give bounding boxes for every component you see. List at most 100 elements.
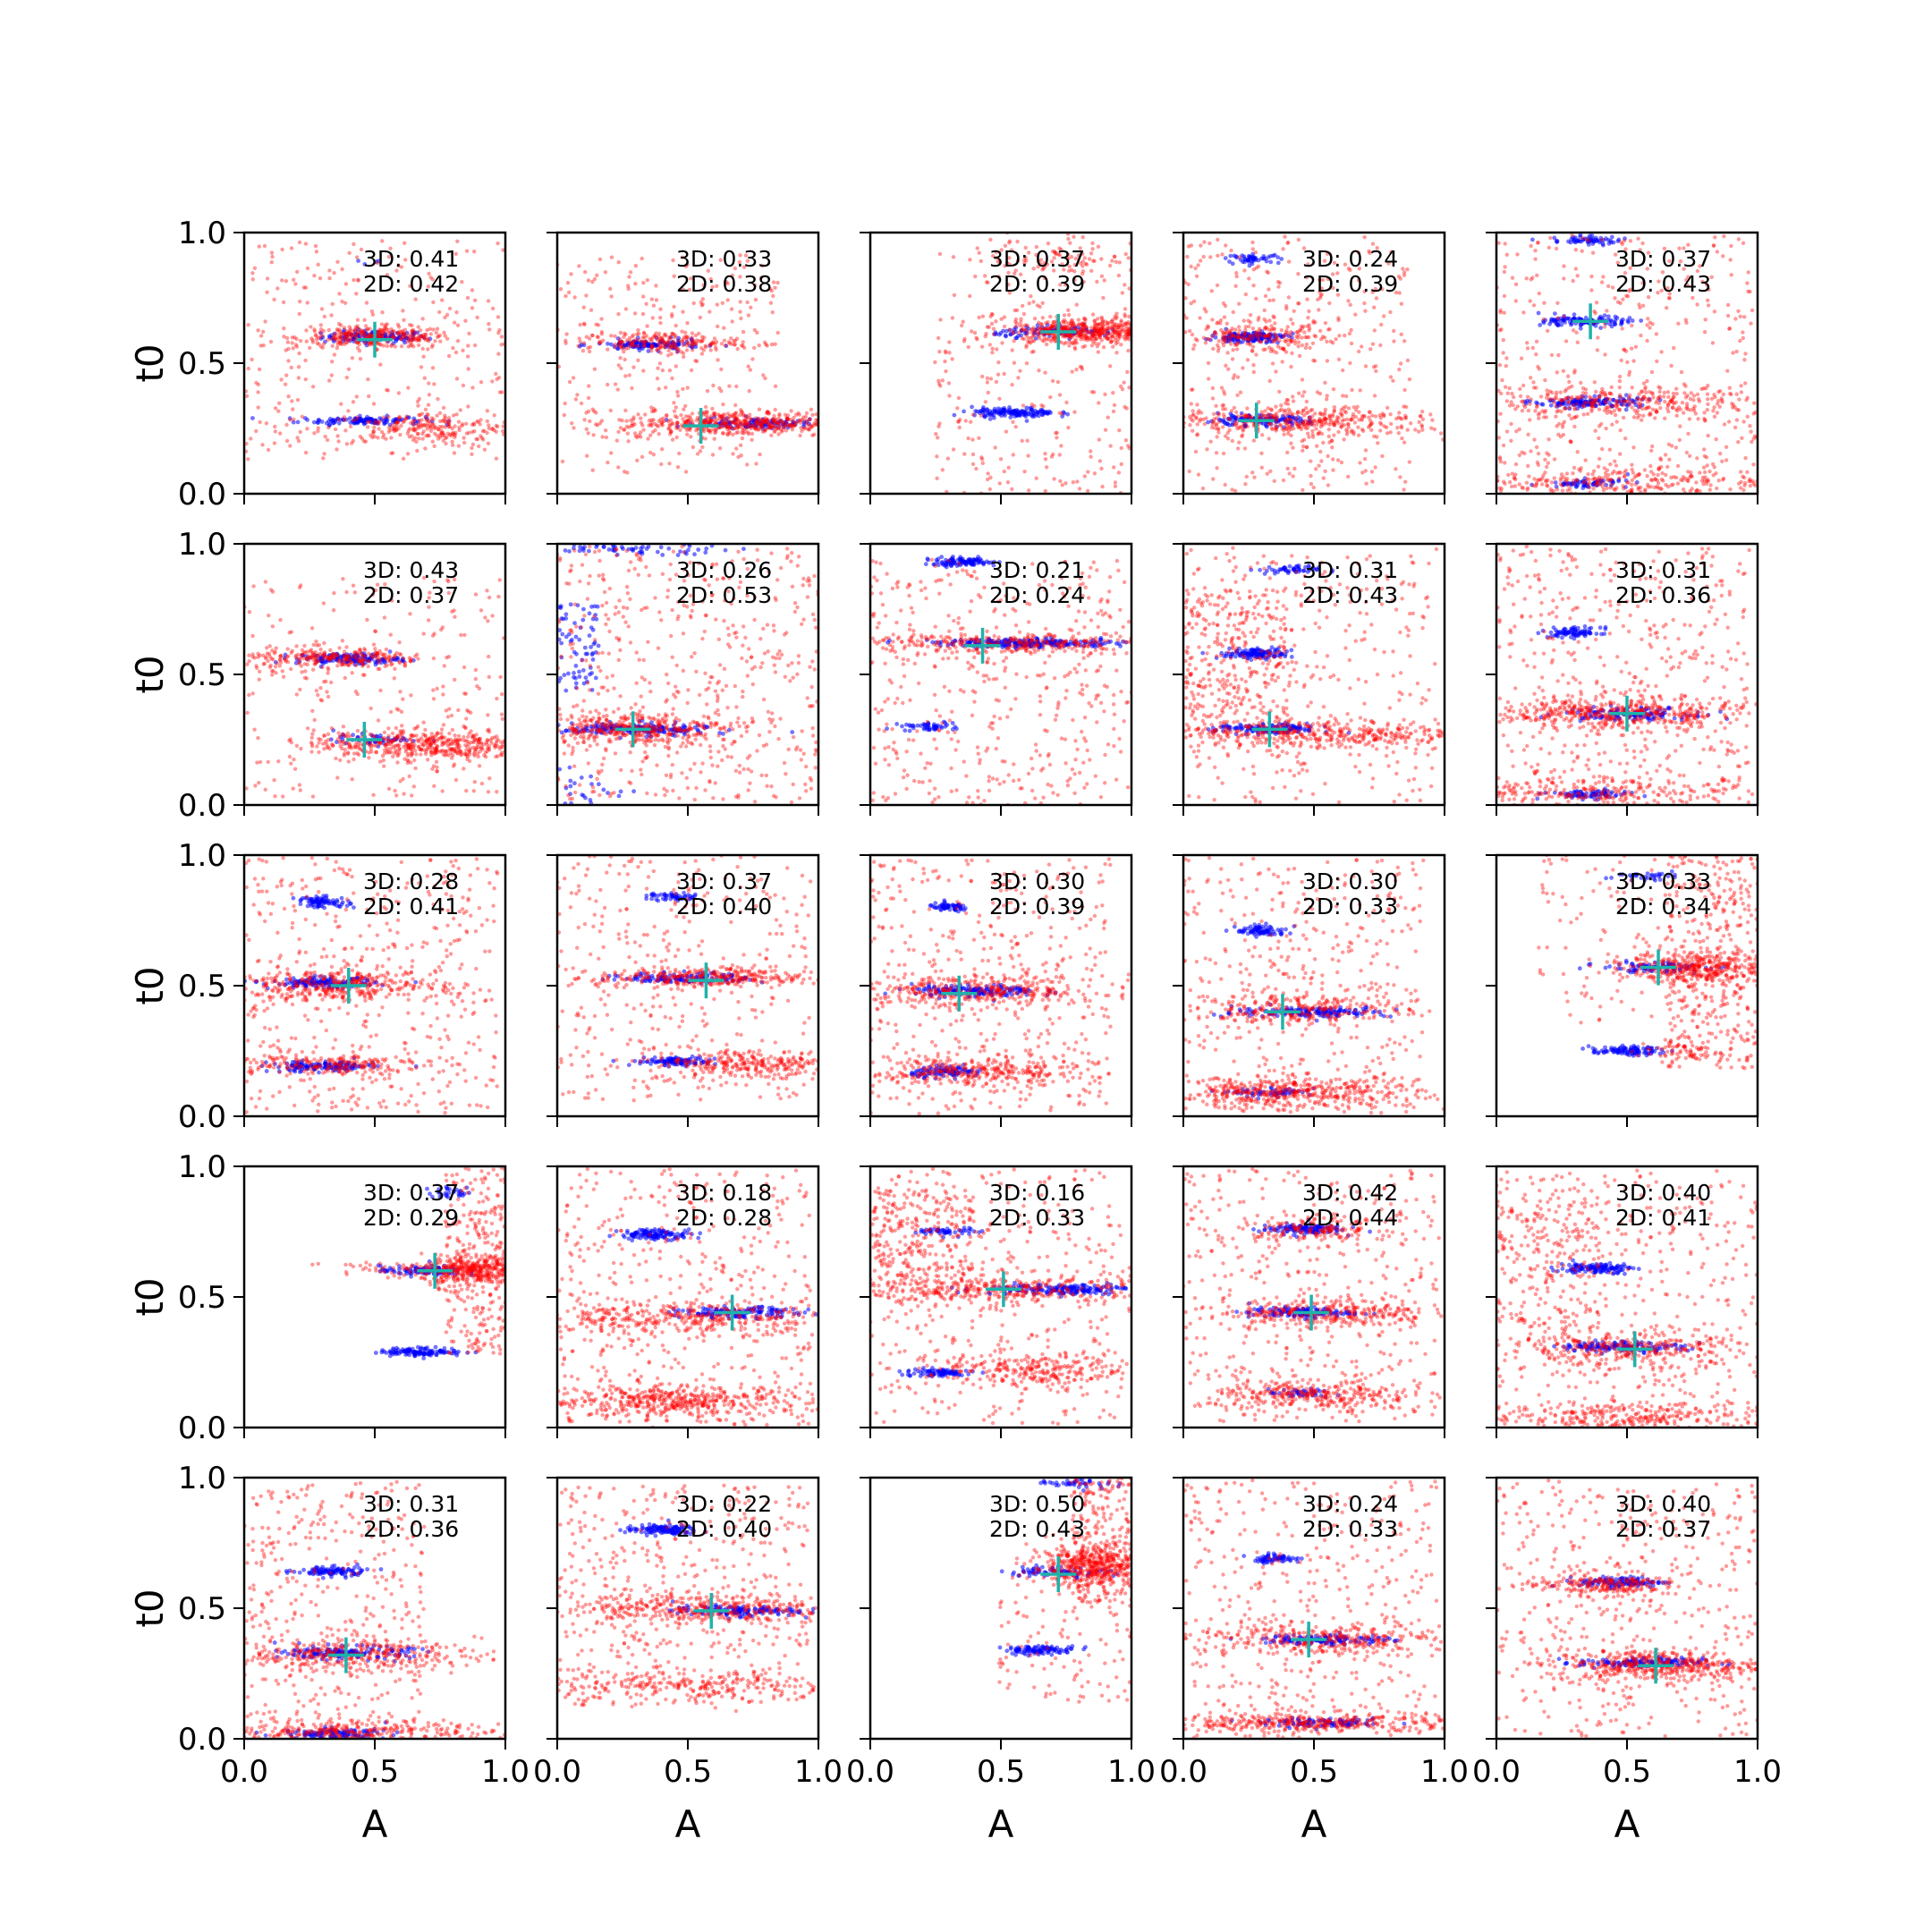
red-point — [451, 430, 455, 436]
red-point — [653, 333, 657, 338]
red-point — [1214, 403, 1218, 408]
red-point — [1258, 415, 1263, 419]
red-point — [1284, 421, 1289, 426]
red-point — [710, 419, 715, 423]
red-point — [452, 432, 456, 436]
red-point — [386, 415, 391, 419]
red-point — [1110, 326, 1114, 330]
red-point — [1651, 395, 1656, 400]
red-point — [1399, 426, 1404, 430]
red-point — [462, 440, 467, 445]
red-point — [1693, 411, 1699, 416]
red-point — [727, 426, 732, 430]
red-point — [422, 335, 427, 340]
red-point — [1096, 333, 1100, 337]
red-point — [1336, 429, 1341, 435]
red-point — [786, 423, 791, 428]
red-point — [1050, 249, 1055, 254]
red-point — [321, 456, 326, 461]
red-point — [637, 337, 641, 343]
blue-point — [250, 416, 255, 420]
red-point — [639, 420, 644, 425]
red-point — [1221, 343, 1226, 348]
blue-point — [1627, 316, 1632, 320]
red-point — [414, 338, 419, 343]
red-point — [1126, 332, 1131, 336]
red-point — [1303, 335, 1308, 340]
red-point — [766, 422, 771, 427]
red-point — [422, 376, 427, 380]
red-point — [450, 439, 454, 444]
red-point — [669, 352, 674, 356]
red-point — [1040, 333, 1046, 337]
red-point — [450, 426, 454, 431]
red-point — [479, 380, 484, 385]
red-point — [443, 413, 447, 418]
red-point — [613, 334, 617, 339]
red-point — [717, 386, 722, 391]
red-point — [682, 407, 686, 411]
red-point — [1349, 327, 1353, 333]
red-point — [1323, 417, 1328, 421]
red-point — [411, 331, 415, 335]
red-point — [565, 281, 571, 285]
red-point — [1291, 474, 1295, 479]
red-point — [345, 331, 351, 335]
red-point — [1343, 262, 1348, 267]
blue-point — [1607, 401, 1612, 405]
red-point — [1208, 241, 1212, 246]
red-point — [1096, 350, 1101, 354]
red-point — [1099, 326, 1104, 330]
red-point — [1083, 336, 1089, 341]
red-point — [709, 414, 714, 419]
red-point — [675, 426, 680, 430]
red-point — [699, 346, 704, 351]
red-point — [345, 340, 350, 345]
red-point — [969, 329, 974, 334]
red-point — [648, 433, 653, 437]
red-point — [773, 384, 778, 388]
red-point — [1076, 318, 1081, 322]
blue-point — [1616, 237, 1622, 242]
red-point — [1070, 323, 1075, 327]
red-point — [1285, 240, 1291, 245]
blue-point — [1536, 310, 1541, 316]
red-point — [1370, 242, 1376, 246]
red-point — [1252, 333, 1258, 337]
red-point — [312, 327, 317, 332]
blue-point — [1080, 328, 1085, 334]
red-point — [418, 328, 423, 333]
red-point — [1123, 324, 1128, 329]
red-point — [1402, 339, 1407, 343]
red-point — [1216, 427, 1221, 431]
blue-point — [1023, 414, 1029, 419]
blue-point — [1004, 334, 1008, 339]
red-point — [1267, 421, 1271, 427]
red-point — [1127, 314, 1131, 319]
red-point — [784, 416, 789, 420]
red-point — [658, 345, 663, 351]
red-point — [421, 354, 426, 359]
red-point — [742, 419, 747, 424]
red-point — [727, 429, 732, 434]
blue-point — [690, 340, 695, 345]
red-point — [1061, 319, 1065, 324]
red-point — [785, 413, 791, 418]
red-point — [1263, 347, 1267, 352]
red-point — [1037, 336, 1042, 341]
red-point — [668, 430, 674, 435]
red-point — [666, 337, 672, 342]
red-point — [423, 332, 428, 337]
red-point — [436, 428, 441, 432]
red-point — [438, 435, 443, 439]
red-point — [1114, 330, 1118, 335]
red-point — [1237, 325, 1241, 329]
red-point — [1370, 413, 1375, 418]
red-point — [1097, 326, 1101, 331]
red-point — [1199, 243, 1203, 248]
blue-point — [760, 427, 766, 432]
red-point — [337, 332, 343, 336]
red-point — [1074, 341, 1080, 345]
red-point — [755, 423, 759, 428]
red-point — [776, 432, 781, 436]
